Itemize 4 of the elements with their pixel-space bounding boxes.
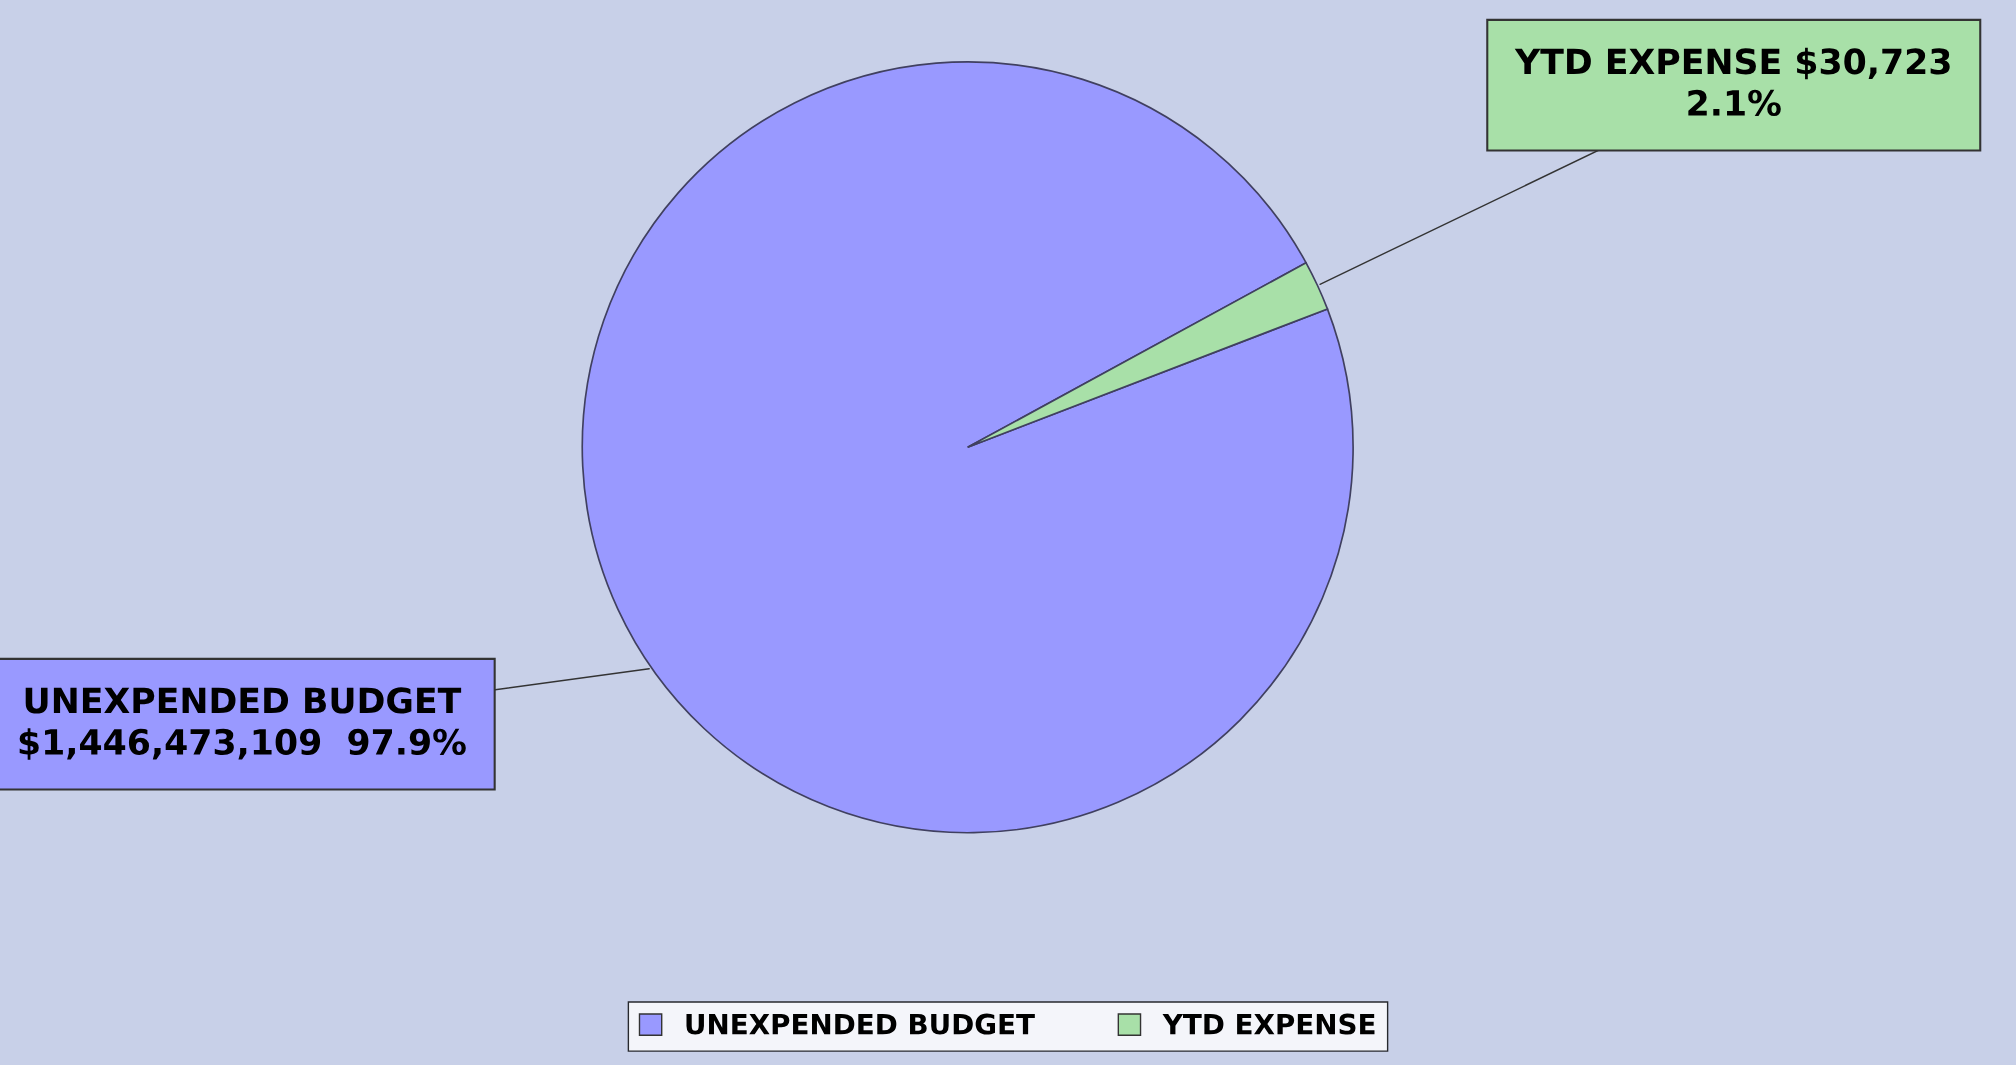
data-label: YTD EXPENSE $30,723 2.1% xyxy=(1514,47,1950,117)
legend-label: YTD EXPENSE xyxy=(1162,1013,1375,1035)
legend-label: UNEXPENDED BUDGET xyxy=(686,1013,1035,1035)
data-label: UNEXPENDED BUDGET $1,446,473,109 97.9% xyxy=(19,687,466,760)
